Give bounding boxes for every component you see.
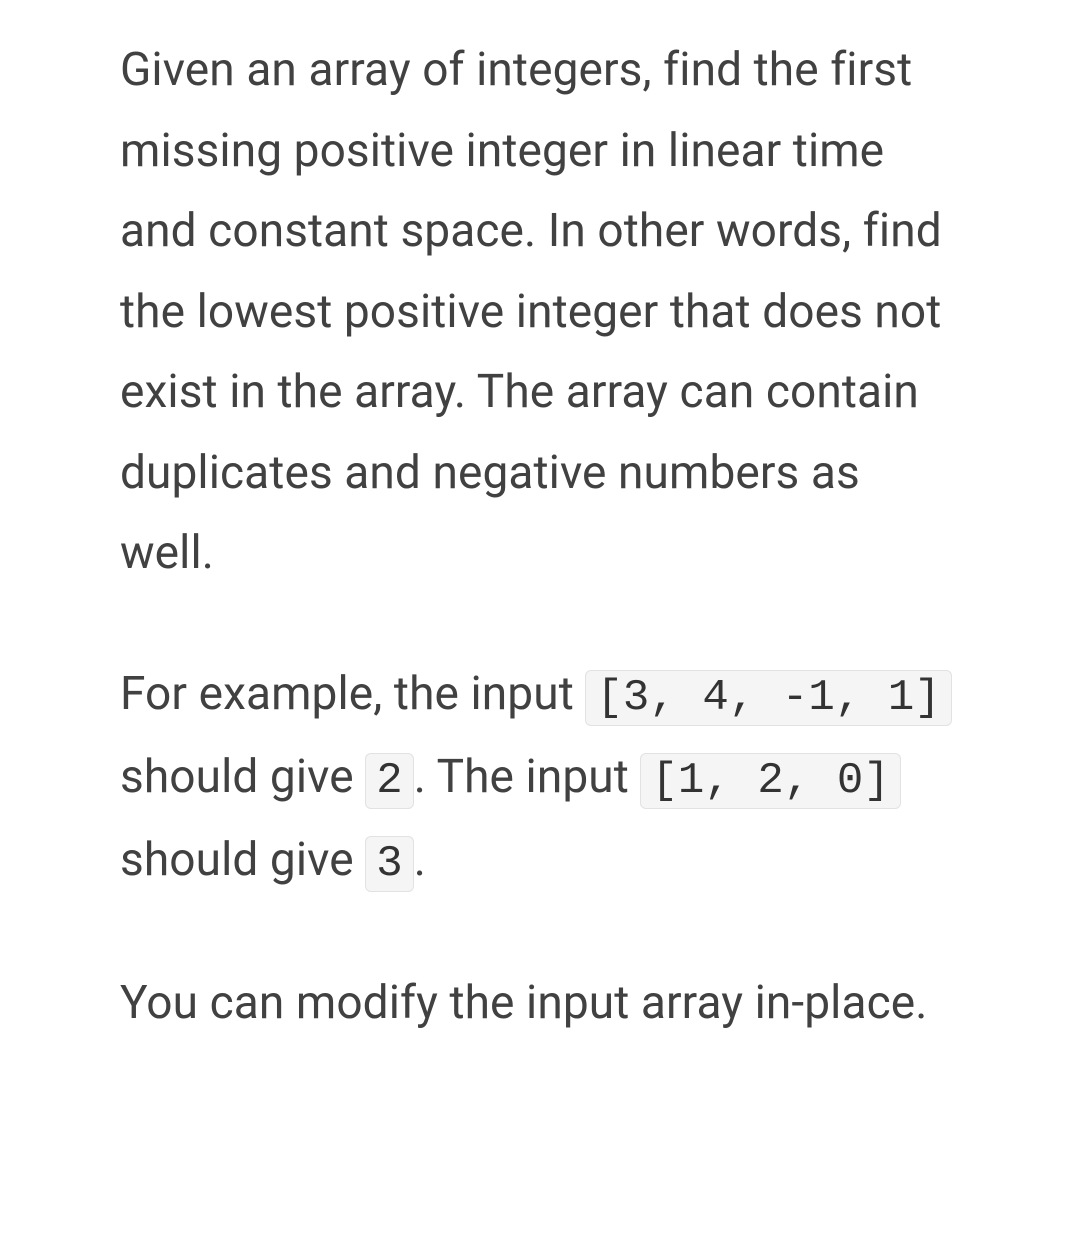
code-input-1: [3, 4, -1, 1] bbox=[585, 670, 952, 726]
code-output-2: 3 bbox=[365, 836, 414, 892]
example-text-4: should give bbox=[120, 833, 365, 887]
paragraph-note: You can modify the input array in-place. bbox=[120, 963, 960, 1044]
intro-text: Given an array of integers, find the fir… bbox=[120, 43, 942, 580]
example-text-1: For example, the input bbox=[120, 667, 585, 721]
example-text-2: should give bbox=[120, 750, 365, 804]
example-text-5: . bbox=[414, 833, 426, 887]
paragraph-intro: Given an array of integers, find the fir… bbox=[120, 30, 960, 594]
code-output-1: 2 bbox=[365, 753, 414, 809]
code-input-2: [1, 2, 0] bbox=[640, 753, 901, 809]
note-text: You can modify the input array in-place. bbox=[120, 976, 927, 1030]
problem-statement: Given an array of integers, find the fir… bbox=[0, 0, 1080, 1103]
paragraph-example: For example, the input [3, 4, -1, 1] sho… bbox=[120, 654, 960, 903]
example-text-3: . The input bbox=[414, 750, 641, 804]
